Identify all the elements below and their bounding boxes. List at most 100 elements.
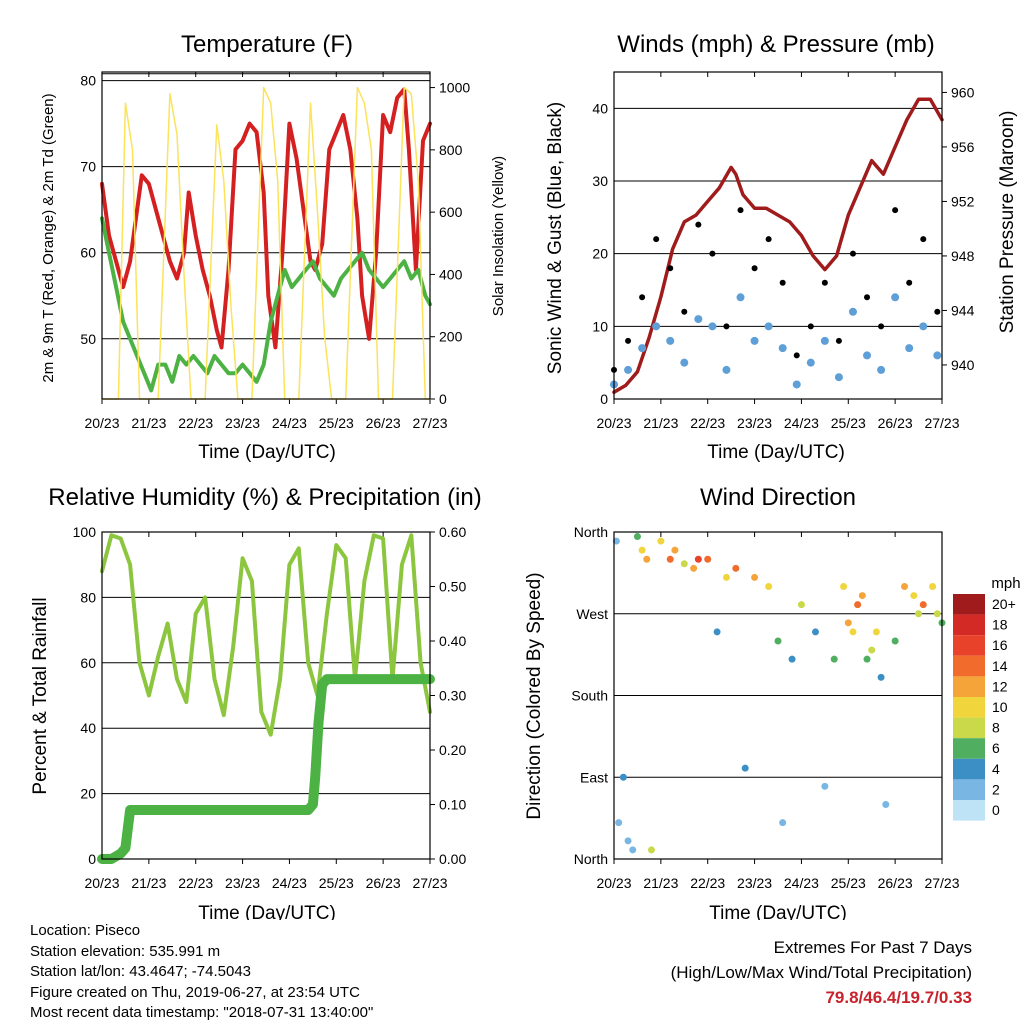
humidity-ytick-label: 60	[80, 655, 96, 671]
direction-xtick-label: 20/23	[596, 875, 631, 891]
speed-legend-swatch	[953, 635, 985, 656]
winds-ytick-right-label: 948	[951, 248, 975, 264]
direction-title: Wind Direction	[700, 484, 856, 511]
winds-gust-point	[906, 279, 913, 286]
direction-point	[811, 628, 819, 636]
winds-wind-point	[652, 322, 661, 331]
humidity-plot: 0 20 40 60 80 100 0.00 0.10 0.20 0.30 0.40 0.50 0.60…	[73, 524, 467, 891]
winds-pressure-line	[612, 97, 944, 394]
direction-ytick-label: South	[571, 688, 608, 704]
direction-point	[666, 555, 674, 563]
temperature-ytick-right-label: 400	[439, 266, 463, 282]
winds-wind-point	[722, 365, 731, 374]
temperature-xlabel: Time (Day/UTC)	[198, 442, 336, 463]
direction-point	[840, 583, 848, 590]
direction-ytick-label: North	[574, 851, 608, 867]
winds-wind-point	[806, 358, 815, 367]
direction-xtick-label: 27/23	[924, 875, 959, 891]
direction-point	[774, 637, 782, 645]
winds-ylabel-right: Station Pressure (Maroon)	[997, 111, 1018, 334]
direction-point	[643, 555, 651, 563]
direction-xtick-label: 21/23	[643, 875, 678, 891]
winds-wind-point	[905, 344, 914, 353]
figure-created: Figure created on Thu, 2019-06-27, at 23…	[30, 983, 360, 1001]
direction-ytick-label: North	[574, 524, 608, 540]
winds-ytick-right-label: 944	[951, 302, 975, 318]
temperature-title: Temperature (F)	[181, 31, 353, 58]
winds-ytick-right-label: 952	[951, 193, 975, 209]
direction-ytick-label: West	[576, 606, 608, 622]
humidity-xtick-label: 25/23	[319, 875, 354, 891]
winds-wind-point	[694, 315, 703, 324]
humidity-ytick-label: 40	[80, 720, 96, 736]
direction-point	[690, 564, 698, 572]
direction-point	[844, 619, 852, 627]
direction-point	[929, 583, 937, 590]
winds-xtick-label: 26/23	[878, 415, 913, 431]
direction-point	[849, 628, 857, 636]
direction-point	[657, 537, 665, 545]
winds-ylabel: Sonic Wind & Gust (Blue, Black)	[545, 102, 566, 374]
winds-panel: Winds (mph) & Pressure (mb) 0 10 20 30 40 940…	[545, 31, 1018, 463]
direction-point	[629, 846, 637, 854]
winds-xtick-label: 24/23	[784, 415, 819, 431]
speed-legend-swatch	[953, 758, 985, 780]
temperature-ytick-right-label: 800	[439, 142, 463, 158]
direction-point	[863, 655, 871, 663]
humidity-xtick-label: 20/23	[84, 875, 119, 891]
direction-panel: Wind Direction NorthEastSouthWestNorth20…	[524, 484, 1021, 920]
direction-xlabel: Time (Day/UTC)	[709, 903, 847, 920]
humidity-ytick-right-label: 0.00	[439, 851, 466, 867]
station-latlon: Station lat/lon: 43.4647; -74.5043	[30, 963, 252, 980]
direction-xtick-label: 25/23	[831, 875, 866, 891]
winds-ytick-right-label: 956	[951, 139, 975, 155]
direction-point	[732, 564, 740, 572]
direction-point	[722, 573, 730, 581]
speed-legend-swatch	[953, 779, 985, 800]
winds-xtick-label: 20/23	[596, 415, 631, 431]
winds-gust-point	[892, 207, 899, 214]
winds-wind-point	[778, 344, 787, 353]
winds-gust-point	[779, 279, 786, 286]
speed-legend-swatch	[953, 614, 985, 636]
speed-legend-label: 0	[992, 802, 1000, 818]
winds-gust-point	[821, 279, 828, 286]
direction-ylabel: Direction (Colored By Speed)	[524, 572, 545, 819]
winds-title: Winds (mph) & Pressure (mb)	[617, 31, 934, 58]
winds-gust-point	[864, 294, 871, 301]
direction-point	[694, 555, 702, 563]
winds-wind-point	[933, 351, 942, 360]
winds-wind-point	[834, 373, 843, 382]
humidity-ylabel: Percent & Total Rainfall	[30, 597, 51, 794]
humidity-xlabel: Time (Day/UTC)	[198, 903, 336, 920]
direction-point	[741, 764, 749, 772]
temperature-xtick-label: 22/23	[178, 415, 213, 431]
direction-point	[619, 773, 627, 781]
humidity-title: Relative Humidity (%) & Precipitation (i…	[48, 484, 481, 511]
humidity-ytick-label: 80	[80, 589, 96, 605]
temperature-xtick-label: 27/23	[412, 415, 447, 431]
winds-gust-point	[934, 308, 941, 315]
temperature-xtick-label: 25/23	[319, 415, 354, 431]
winds-ytick-label: 20	[592, 246, 608, 262]
temperature-ylabel-right: Solar Insolation (Yellow)	[490, 156, 507, 316]
speed-legend-label: 18	[992, 617, 1008, 633]
speed-legend-label: 14	[992, 658, 1008, 674]
direction-plot: North East South West North 20/23 21/23 22/23 23…	[571, 524, 959, 891]
winds-xtick-label: 21/23	[643, 415, 678, 431]
winds-gust-point	[639, 294, 646, 301]
winds-wind-point	[638, 344, 647, 353]
winds-ytick-right-label: 940	[951, 357, 975, 373]
speed-legend-label: 10	[992, 699, 1008, 715]
winds-ytick-label: 10	[592, 318, 608, 334]
direction-point	[868, 646, 876, 654]
winds-xtick-label: 25/23	[831, 415, 866, 431]
winds-wind-point	[792, 380, 801, 389]
winds-wind-point	[764, 322, 773, 331]
winds-wind-point	[666, 336, 675, 345]
winds-ytick-label: 0	[600, 391, 608, 407]
winds-gust-point	[849, 250, 856, 257]
speed-legend: mph 20+ 18 16 14 12 10 8 6 4 2 0	[953, 575, 1021, 821]
speed-legend-swatch	[953, 655, 985, 677]
